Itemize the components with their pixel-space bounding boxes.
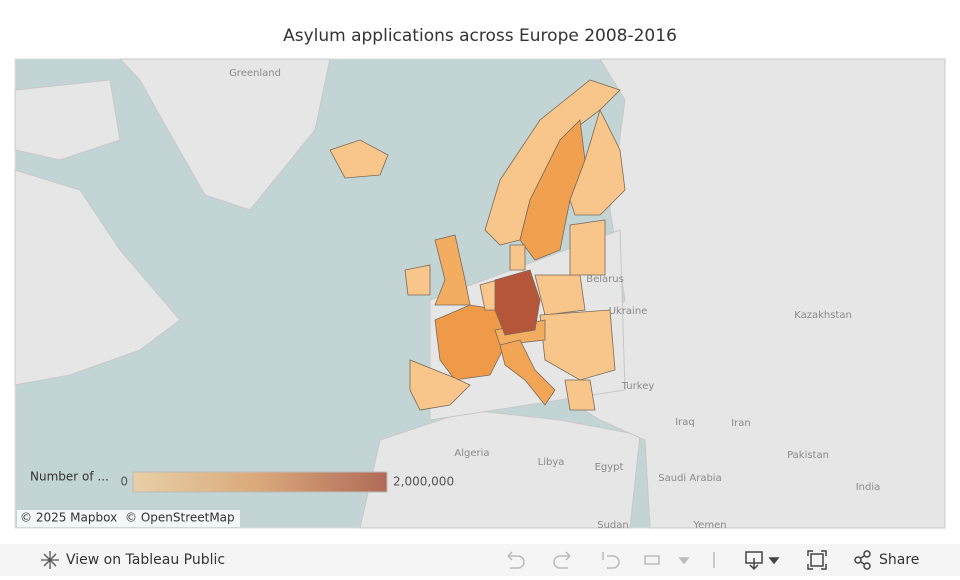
country	[434, 304, 506, 381]
country	[404, 264, 431, 296]
country	[564, 379, 596, 411]
view-on-tableau[interactable]: View on Tableau Public	[66, 552, 225, 568]
title: Asylum applications across Europe 2008-2…	[283, 26, 677, 46]
greenland-land	[118, 58, 331, 211]
map-label: Sudan	[597, 520, 629, 531]
arctic-land	[14, 79, 121, 161]
map-label: Saudi Arabia	[658, 473, 721, 484]
map-label: Kazakhstan	[794, 310, 852, 321]
legend-title: Number of ...	[30, 470, 109, 484]
map-label: India	[856, 482, 881, 493]
attribution: © 2025 Mapbox	[20, 511, 117, 525]
country	[329, 139, 389, 179]
map-label: Greenland	[229, 68, 281, 79]
country	[499, 339, 556, 406]
countries	[329, 79, 626, 411]
country	[569, 108, 626, 216]
map-label: Turkey	[621, 381, 655, 392]
map-label: Egypt	[595, 462, 624, 473]
map-label: Iran	[731, 418, 751, 429]
attribution: © OpenStreetMap	[125, 511, 235, 525]
legend-bar	[132, 471, 388, 493]
map-label: Belarus	[586, 274, 624, 285]
map-label: Ukraine	[609, 306, 648, 317]
tableau-icon	[41, 551, 59, 569]
map-label: Iraq	[675, 417, 695, 428]
country	[569, 219, 606, 276]
toolbar-bg	[0, 544, 960, 576]
country	[534, 274, 586, 316]
map-label: Algeria	[454, 448, 489, 459]
legend-max: 2,000,000	[393, 475, 454, 489]
toolbar: View on Tableau Public Share	[0, 544, 960, 576]
map-labels: Greenland Belarus Ukraine Kazakhstan Turkey I…	[229, 68, 880, 531]
legend: Number of ... 0 2,000,000	[30, 470, 454, 493]
map-label: Libya	[538, 457, 565, 468]
country	[494, 269, 541, 336]
americas-land	[14, 169, 181, 386]
share[interactable]: Share	[879, 552, 919, 568]
map: Greenland Belarus Ukraine Kazakhstan Turkey I…	[14, 58, 946, 531]
country	[539, 309, 616, 381]
country	[509, 244, 526, 271]
country	[409, 359, 471, 411]
map-label: Pakistan	[787, 450, 829, 461]
action-buttons[interactable]	[745, 550, 871, 571]
legend-min: 0	[120, 475, 128, 489]
attribution-bg	[17, 510, 240, 527]
disabled-buttons	[507, 551, 715, 569]
map-label: Yemen	[692, 520, 726, 531]
